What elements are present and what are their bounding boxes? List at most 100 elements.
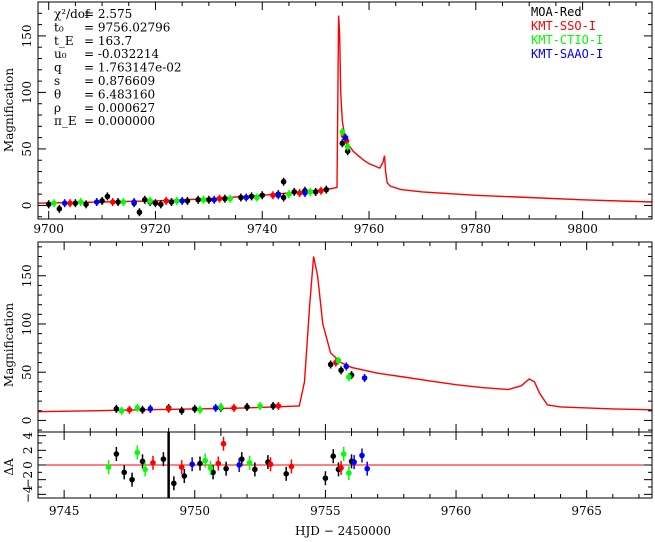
- legend-entry: KMT-SAAO-I: [531, 47, 603, 61]
- top-x-tick-label: 9720: [140, 222, 171, 236]
- top-data-point: [109, 199, 116, 205]
- param-name: t_E: [54, 34, 74, 48]
- param-value: = 9756.02796: [84, 20, 170, 34]
- bottom-data-point: [346, 470, 352, 476]
- top-data-point: [158, 201, 164, 208]
- middle-data-point: [113, 406, 120, 412]
- bottom-data-point: [202, 457, 209, 464]
- param-name: t₀: [54, 20, 64, 34]
- param-name: s: [54, 74, 60, 88]
- bottom-data-point: [338, 465, 344, 471]
- legend-entry: KMT-SSO-I: [531, 19, 596, 33]
- bottom-data-point: [364, 465, 371, 472]
- top-data-point: [302, 190, 308, 196]
- middle-data-point: [327, 361, 334, 368]
- residual-panel-y-axis-label: ΔA: [2, 458, 16, 476]
- middle-y-tick-label: 100: [20, 313, 34, 336]
- top-data-point: [323, 186, 330, 193]
- middle-series-kmt-ctio-i: [118, 356, 352, 415]
- top-y-tick-label: 50: [20, 141, 34, 156]
- top-data-point: [77, 199, 84, 205]
- top-data-point: [67, 200, 73, 206]
- top-data-point: [342, 134, 349, 141]
- top-x-tick-label: 9700: [33, 222, 64, 236]
- middle-data-point: [231, 405, 237, 411]
- x-axis-label: HJD − 2450000: [295, 524, 391, 538]
- bottom-data-point: [340, 451, 347, 457]
- bottom-x-tick-label: 9755: [310, 504, 341, 518]
- top-data-point: [51, 200, 57, 206]
- middle-data-point: [343, 363, 350, 370]
- middle-data-point: [275, 403, 282, 409]
- bottom-data-point: [252, 466, 258, 473]
- top-data-point: [136, 209, 143, 216]
- top-data-point: [152, 200, 159, 206]
- top-data-point: [270, 192, 276, 199]
- middle-data-point: [244, 404, 250, 410]
- top-x-tick-label: 9780: [461, 222, 492, 236]
- top-y-tick-label: 0: [20, 202, 34, 210]
- bottom-x-tick-label: 9765: [571, 504, 602, 518]
- top-data-point: [93, 199, 100, 205]
- top-panel-y-axis-label: Magnification: [2, 68, 16, 152]
- top-data-point: [344, 148, 351, 154]
- bottom-data-point: [207, 465, 214, 471]
- bottom-observations: [105, 436, 371, 491]
- bottom-data-point: [189, 461, 195, 468]
- top-x-tick-label: 9740: [247, 222, 278, 236]
- top-data-point: [280, 178, 287, 185]
- panels-layer: 9700 9720 9740 9760 9780 9800 0 50 100 150 0 50 100 1…: [20, 1, 653, 518]
- param-value: = 163.7: [84, 34, 132, 48]
- param-name: χ²/dof: [54, 7, 91, 21]
- top-data-point: [211, 196, 217, 203]
- top-data-point: [259, 192, 266, 199]
- bottom-series-kmt-ctio-i: [105, 445, 352, 481]
- bottom-data-point: [238, 456, 245, 462]
- middle-data-point: [139, 407, 146, 413]
- middle-data-point: [361, 375, 368, 381]
- top-data-point: [179, 198, 185, 204]
- middle-data-point: [134, 405, 141, 411]
- param-name: ρ: [54, 101, 61, 115]
- top-data-point: [344, 143, 351, 150]
- bottom-data-point: [142, 466, 148, 473]
- top-data-point: [296, 190, 303, 196]
- top-data-point: [238, 194, 244, 201]
- top-data-point: [163, 198, 169, 204]
- middle-data-point: [335, 357, 342, 364]
- middle-data-point: [346, 374, 352, 380]
- top-data-point: [195, 196, 201, 203]
- top-data-point: [216, 195, 223, 202]
- top-frame: [37, 1, 653, 220]
- bottom-data-point: [330, 453, 337, 460]
- top-data-point: [99, 198, 105, 204]
- bottom-y-tick-label: −4: [21, 485, 35, 503]
- top-y-tick-label: 100: [20, 81, 34, 104]
- bottom-data-point: [139, 458, 146, 465]
- top-data-point: [312, 189, 319, 195]
- param-value: = 1.763147e-02: [84, 61, 182, 75]
- bottom-y-tick-label: 4: [21, 431, 35, 439]
- bottom-y-tick-label: 0: [21, 461, 35, 469]
- top-data-point: [141, 196, 148, 203]
- bottom-series-moa-red: [113, 447, 355, 491]
- middle-data-point: [338, 367, 344, 374]
- middle-data-point: [212, 405, 219, 411]
- bottom-data-point: [210, 469, 216, 476]
- top-series-kmt-ctio-i: [51, 127, 351, 208]
- middle-y-tick-label: 150: [20, 264, 34, 287]
- top-data-point: [104, 193, 111, 200]
- middle-data-point: [270, 403, 276, 409]
- bottom-data-point: [178, 464, 185, 471]
- top-data-point: [120, 199, 127, 205]
- param-name: u₀: [54, 47, 67, 61]
- top-data-point: [318, 187, 324, 194]
- top-data-point: [275, 192, 282, 199]
- param-value: = 0.000627: [84, 101, 155, 115]
- top-observations: [45, 127, 351, 217]
- top-data-point: [147, 198, 153, 204]
- middle-data-point: [118, 407, 125, 414]
- bottom-data-point: [121, 469, 128, 476]
- top-data-point: [83, 201, 89, 208]
- bottom-data-point: [322, 475, 329, 482]
